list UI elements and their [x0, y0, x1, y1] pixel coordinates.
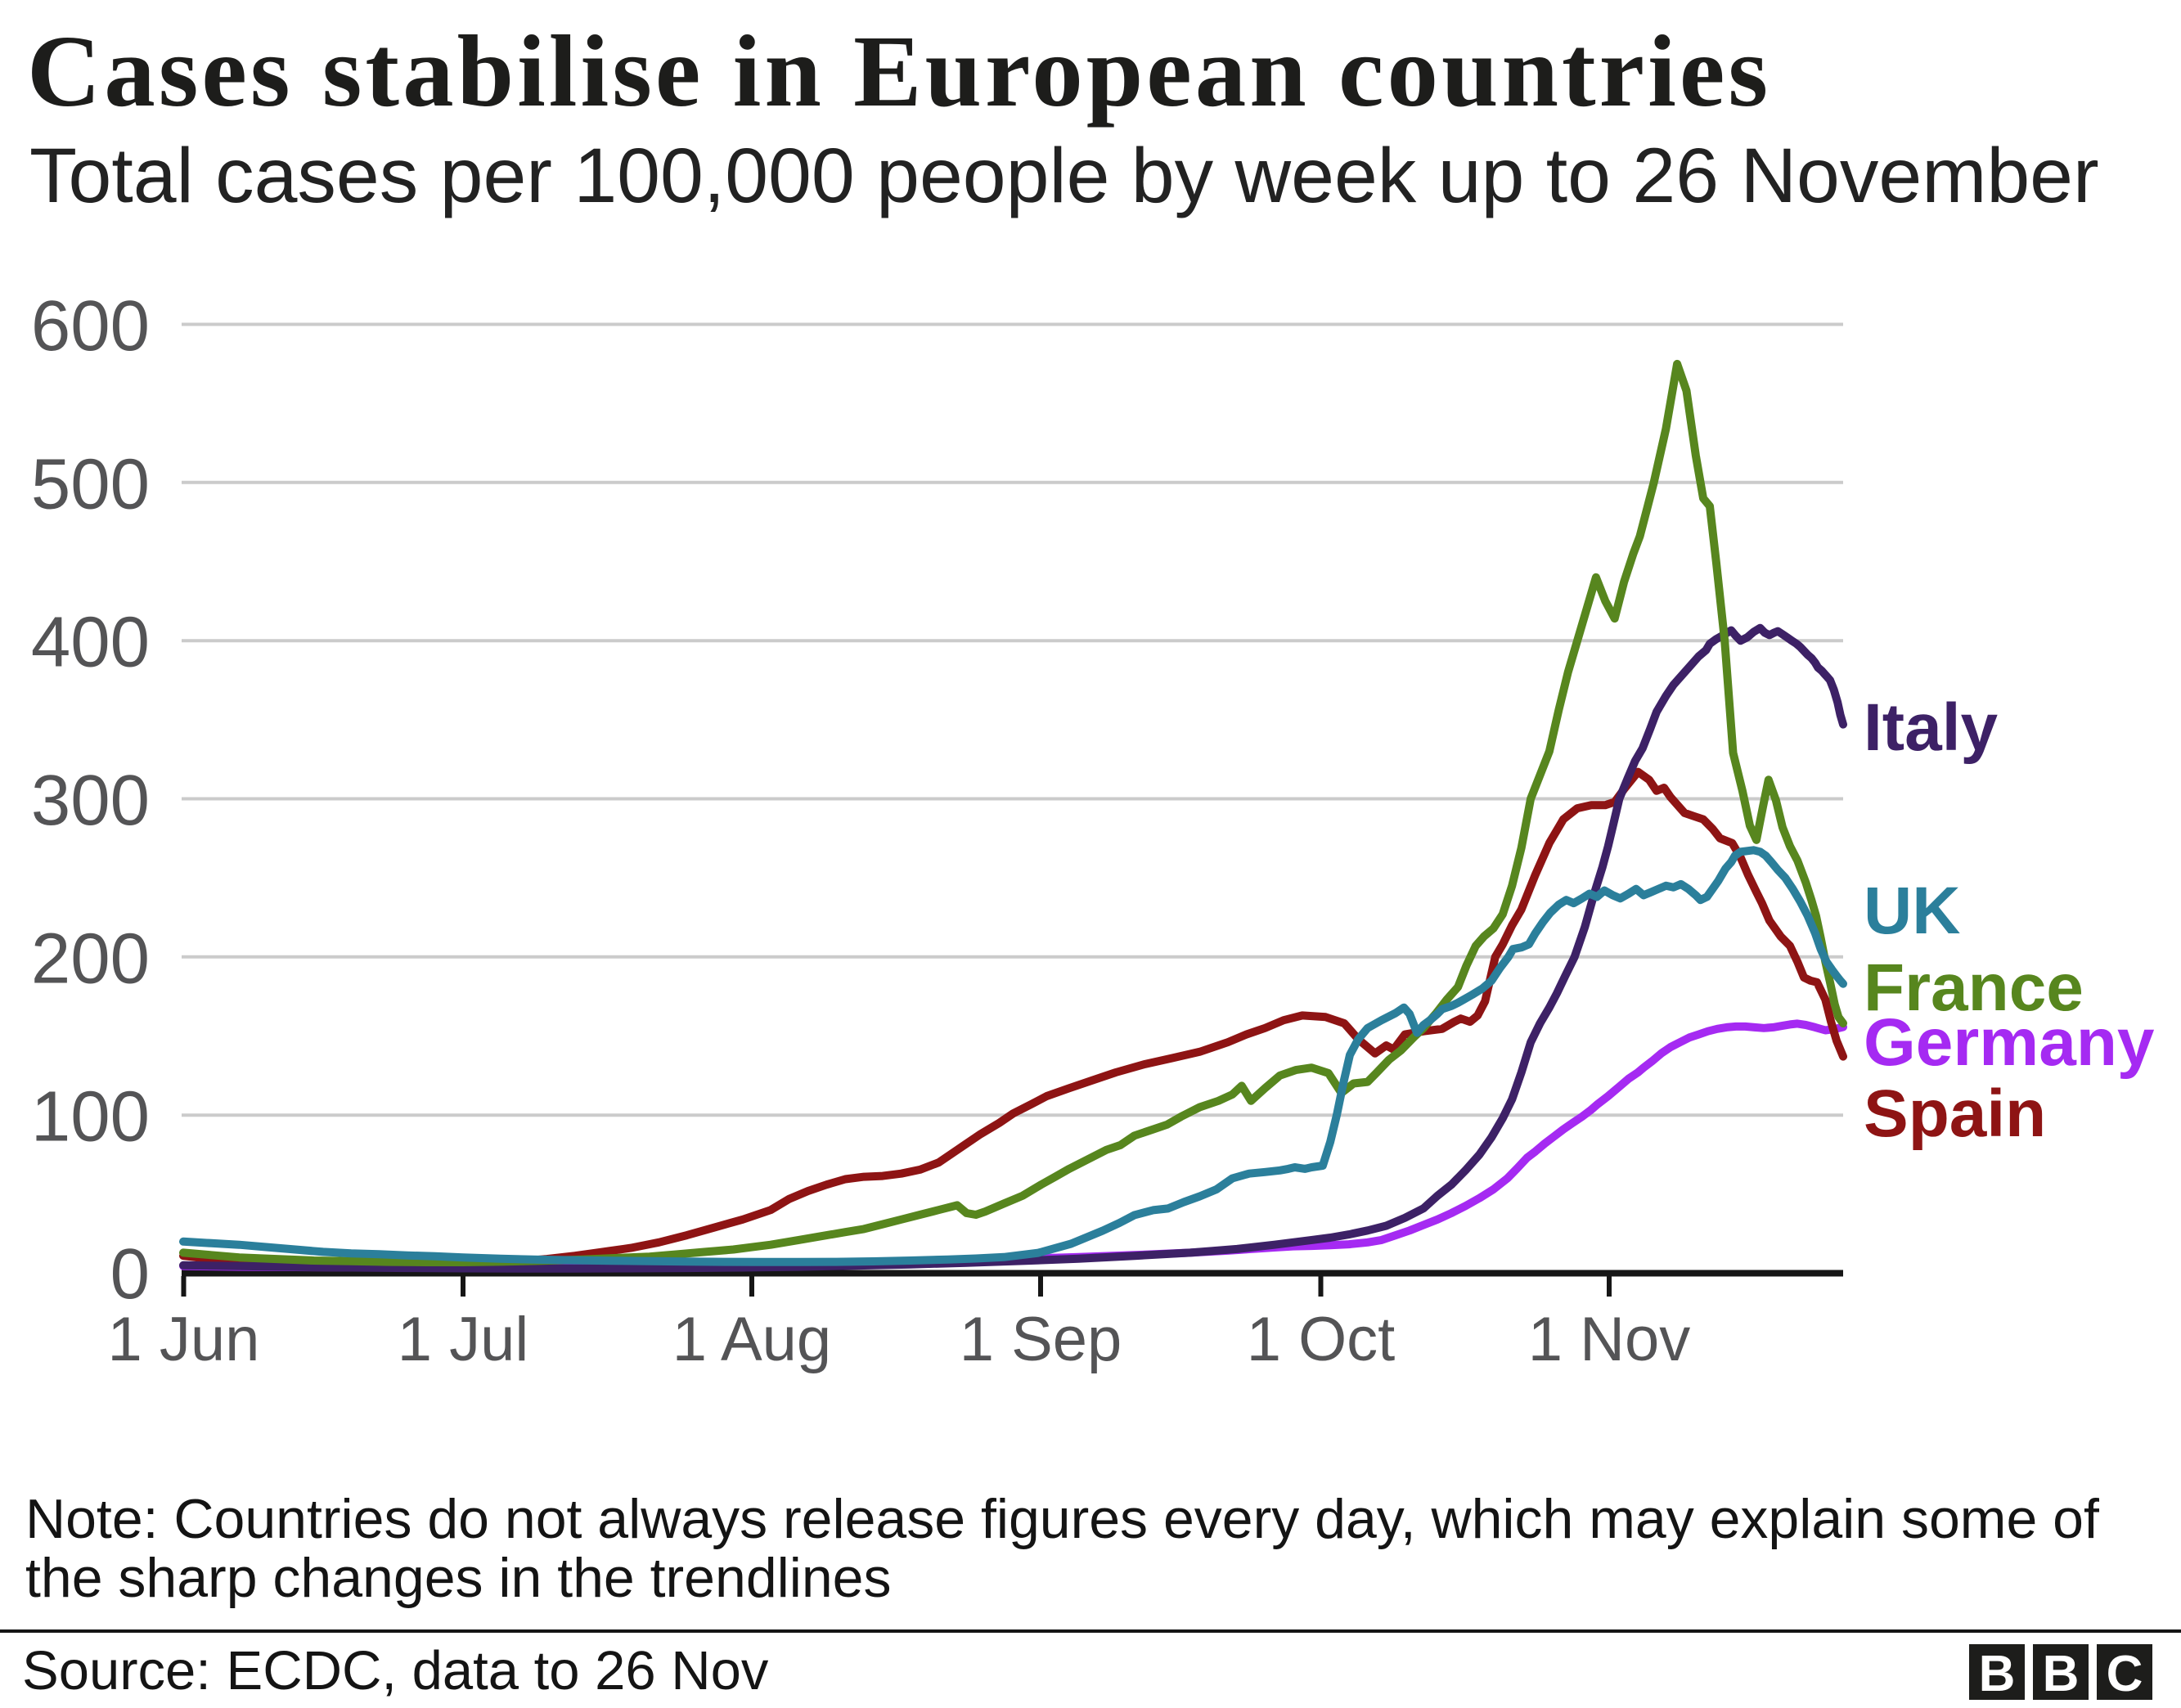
svg-text:300: 300	[31, 761, 150, 840]
svg-text:1 Sep: 1 Sep	[960, 1305, 1122, 1374]
svg-text:1 Jul: 1 Jul	[398, 1305, 529, 1374]
svg-text:0: 0	[110, 1234, 150, 1314]
svg-text:600: 600	[31, 286, 150, 366]
svg-text:France: France	[1864, 951, 2084, 1025]
svg-text:Source: ECDC, data to 26 Nov: Source: ECDC, data to 26 Nov	[22, 1640, 769, 1701]
svg-text:500: 500	[31, 444, 150, 524]
svg-text:Total cases per 100,000 people: Total cases per 100,000 people by week u…	[29, 133, 2099, 219]
svg-text:Germany: Germany	[1864, 1005, 2155, 1080]
svg-text:Spain: Spain	[1864, 1076, 2046, 1151]
svg-text:Italy: Italy	[1864, 690, 1998, 765]
svg-text:100: 100	[31, 1077, 150, 1157]
svg-text:200: 200	[31, 919, 150, 998]
svg-text:B: B	[1979, 1646, 2016, 1702]
svg-text:Note: Countries do not always: Note: Countries do not always release fi…	[25, 1488, 2099, 1550]
svg-text:1 Jun: 1 Jun	[108, 1305, 260, 1374]
svg-text:C: C	[2107, 1646, 2143, 1702]
svg-text:400: 400	[31, 603, 150, 682]
svg-text:UK: UK	[1864, 874, 1960, 948]
svg-text:1 Oct: 1 Oct	[1247, 1305, 1396, 1374]
svg-text:1 Nov: 1 Nov	[1528, 1305, 1691, 1374]
svg-text:the sharp changes in the trend: the sharp changes in the trendlines	[25, 1547, 891, 1609]
svg-text:Cases stabilise in European co: Cases stabilise in European countries	[27, 16, 1771, 128]
svg-text:1 Aug: 1 Aug	[672, 1305, 831, 1374]
svg-text:B: B	[2043, 1646, 2080, 1702]
